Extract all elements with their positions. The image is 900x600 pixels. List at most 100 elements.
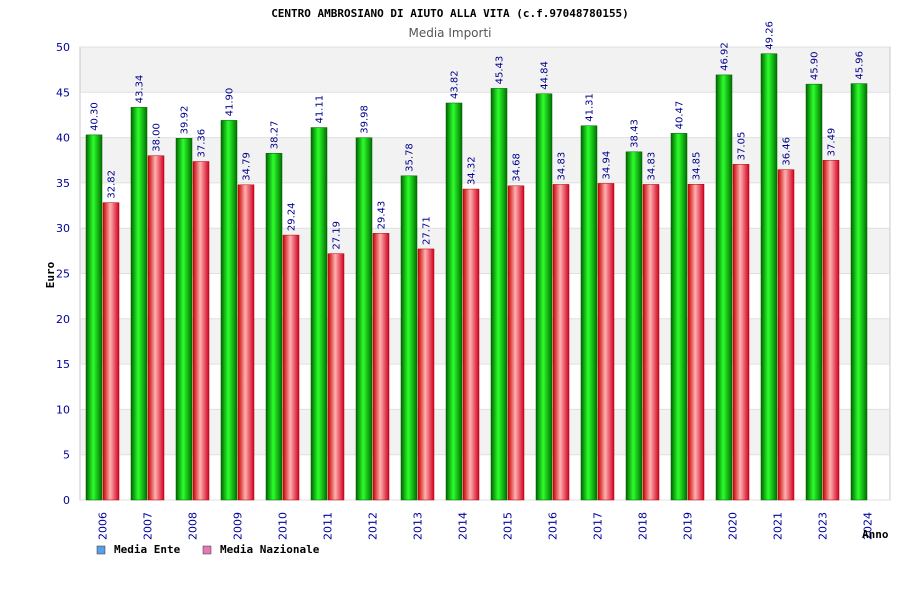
y-tick-label: 20: [56, 313, 70, 326]
x-axis-ticks: 2006 2007 2008 2009 2010 2011 2012 2013 2014 2015…: [97, 512, 875, 540]
bar-media-nazionale: [777, 169, 795, 501]
x-tick-label: 2014: [457, 512, 470, 540]
bar-media-ente: [445, 102, 463, 501]
bar-media-nazionale: [237, 184, 255, 501]
data-label: 34.83: [647, 152, 658, 181]
bar-media-ente: [400, 175, 418, 501]
bar-media-ente: [625, 151, 643, 501]
gridlines: [80, 46, 890, 501]
data-label: 45.43: [495, 56, 506, 85]
data-label: 35.78: [405, 143, 416, 172]
x-tick-label: 2013: [412, 512, 425, 540]
data-label: 37.05: [737, 132, 748, 161]
bar-media-ente: [715, 74, 733, 501]
bar-media-ente: [310, 127, 328, 501]
data-label: 27.71: [422, 216, 433, 245]
data-label: 43.82: [450, 70, 461, 99]
bar-media-ente: [580, 125, 598, 501]
bar-media-nazionale: [102, 202, 120, 501]
data-label: 34.85: [692, 152, 703, 181]
y-tick-label: 0: [63, 494, 70, 507]
bar-media-nazionale: [822, 160, 840, 501]
x-tick-label: 2024: [862, 512, 875, 540]
legend-label-media-ente: Media Ente: [114, 543, 181, 556]
bar-media-nazionale: [732, 164, 750, 501]
bar-media-nazionale: [372, 233, 390, 501]
grid-band: [80, 318, 890, 365]
bar-media-ente: [850, 83, 868, 501]
x-tick-label: 2019: [682, 512, 695, 540]
y-tick-label: 35: [56, 177, 70, 190]
x-tick-label: 2020: [727, 512, 740, 540]
data-label: 29.43: [377, 201, 388, 230]
data-label: 34.32: [467, 156, 478, 185]
x-tick-label: 2021: [772, 512, 785, 540]
bar-media-nazionale: [147, 155, 165, 501]
data-label: 32.82: [107, 170, 118, 199]
bar-media-ente: [85, 134, 103, 501]
legend: Media Ente Media Nazionale: [96, 543, 320, 556]
data-label: 38.00: [152, 123, 163, 152]
bars: [85, 53, 868, 501]
x-tick-label: 2011: [322, 512, 335, 540]
legend-swatch-media-nazionale: [202, 545, 212, 555]
data-label: 43.34: [135, 75, 146, 104]
y-tick-label: 25: [56, 268, 70, 281]
x-tick-label: 2015: [502, 512, 515, 540]
bar-media-nazionale: [327, 253, 345, 501]
data-label: 38.27: [270, 121, 281, 150]
data-label: 41.31: [585, 93, 596, 122]
data-label: 38.43: [630, 119, 641, 148]
data-label: 45.90: [810, 52, 821, 81]
data-label: 29.24: [287, 202, 298, 231]
bar-media-nazionale: [417, 248, 435, 501]
y-tick-label: 50: [56, 41, 70, 54]
y-tick-label: 5: [63, 449, 70, 462]
y-tick-label: 10: [56, 403, 70, 416]
data-label: 49.26: [765, 21, 776, 50]
y-tick-label: 40: [56, 132, 70, 145]
x-tick-label: 2017: [592, 512, 605, 540]
bar-media-nazionale: [597, 183, 615, 501]
bar-media-nazionale: [192, 161, 210, 501]
bar-media-ente: [670, 133, 688, 501]
data-label: 36.46: [782, 137, 793, 166]
data-label: 39.98: [360, 105, 371, 134]
x-tick-label: 2018: [637, 512, 650, 540]
data-label: 41.90: [225, 88, 236, 117]
bar-media-ente: [130, 107, 148, 501]
x-axis-label: Anno: [862, 528, 889, 541]
bar-media-ente: [355, 137, 373, 501]
y-axis-ticks: 0 5 10 15 20 25 30 35 40 45 50: [56, 41, 70, 507]
x-tick-label: 2010: [277, 512, 290, 540]
bar-media-nazionale: [282, 234, 300, 501]
data-label: 46.92: [720, 42, 731, 71]
bar-media-nazionale: [507, 185, 525, 501]
grid-band: [80, 137, 890, 183]
x-tick-label: 2008: [187, 512, 200, 540]
y-tick-label: 45: [56, 86, 70, 99]
bar-media-nazionale: [552, 184, 570, 501]
x-tick-label: 2012: [367, 512, 380, 540]
data-label: 34.94: [602, 151, 613, 180]
bar-media-ente: [805, 83, 823, 501]
bar-media-nazionale: [687, 184, 705, 501]
x-tick-label: 2006: [97, 512, 110, 540]
bar-media-ente: [220, 120, 238, 501]
x-tick-label: 2016: [547, 512, 560, 540]
chart-subtitle: Media Importi: [408, 26, 491, 40]
grid-band: [80, 228, 890, 274]
bar-media-nazionale: [642, 184, 660, 501]
data-label: 37.36: [197, 129, 208, 158]
bar-media-ente: [265, 153, 283, 501]
y-tick-label: 30: [56, 222, 70, 235]
bar-media-ente: [490, 88, 508, 501]
data-label: 27.19: [332, 221, 343, 250]
x-tick-label: 2009: [232, 512, 245, 540]
data-label: 40.47: [675, 101, 686, 130]
y-axis-label: Euro: [44, 261, 57, 288]
chart-title: CENTRO AMBROSIANO DI AIUTO ALLA VITA (c.…: [271, 7, 629, 20]
data-label: 34.83: [557, 152, 568, 181]
grid-band: [80, 409, 890, 455]
